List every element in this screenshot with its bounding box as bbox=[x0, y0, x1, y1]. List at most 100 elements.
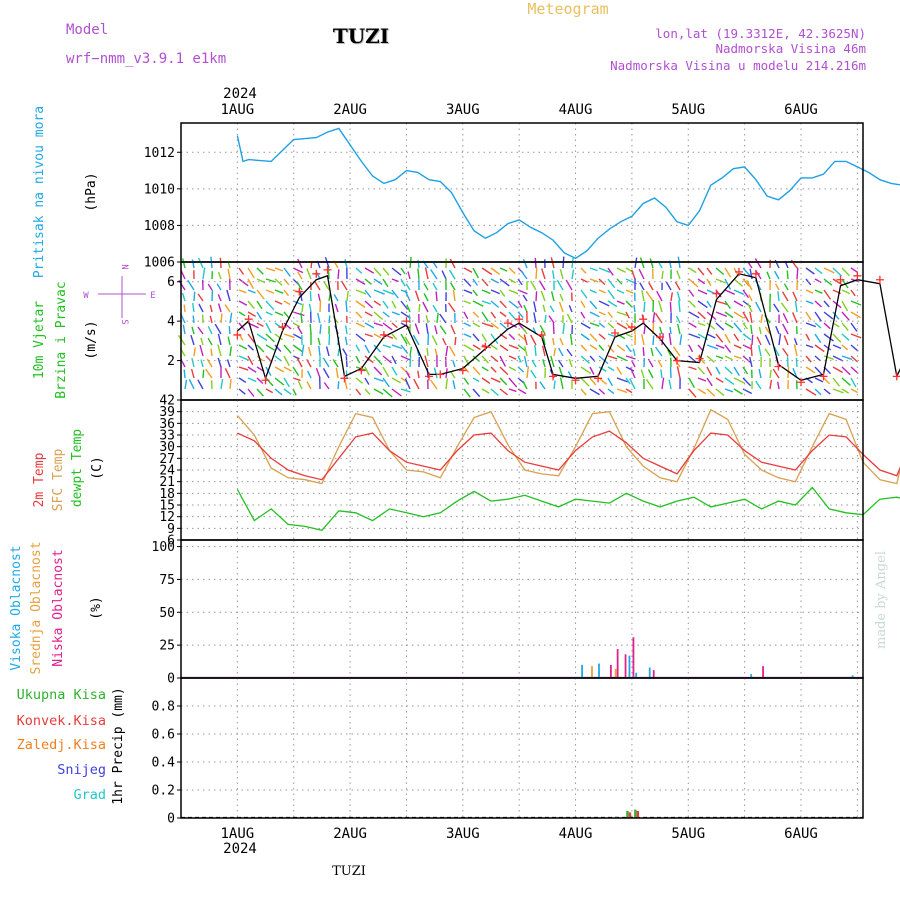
wind-arrow bbox=[805, 388, 817, 396]
wind-arrow bbox=[508, 344, 519, 350]
wind-arrow bbox=[265, 278, 276, 283]
wind-arrow bbox=[706, 377, 713, 387]
wind-arrow bbox=[355, 322, 365, 328]
wind-arrow bbox=[481, 366, 489, 372]
wind-arrow bbox=[517, 278, 523, 286]
wind-arrow bbox=[306, 268, 312, 280]
cloud-ylabel-2: Srednja Oblacnost bbox=[29, 541, 44, 674]
wind-arrow bbox=[439, 325, 447, 335]
wind-arrow bbox=[508, 289, 519, 295]
wind-arrow bbox=[382, 377, 390, 388]
gust-marker bbox=[425, 372, 433, 381]
wind-arrow bbox=[542, 304, 546, 313]
ytick-label: 0.4 bbox=[152, 756, 176, 771]
wind-arrow bbox=[472, 289, 478, 297]
wind-arrow bbox=[688, 322, 697, 329]
ytick-label: 0.2 bbox=[152, 784, 175, 799]
wind-arrow bbox=[256, 311, 263, 320]
wind-arrow bbox=[247, 355, 254, 366]
wind-arrow bbox=[192, 302, 195, 313]
wind-arrow bbox=[382, 344, 392, 349]
wind-arrow bbox=[490, 344, 498, 350]
wind-arrow bbox=[598, 289, 606, 294]
station-title: TUZI bbox=[333, 24, 389, 48]
wind-arrow bbox=[296, 357, 303, 368]
wind-arrow bbox=[412, 334, 420, 346]
wind-arrow bbox=[452, 380, 456, 390]
wind-arrow bbox=[667, 349, 672, 357]
wind-arrow bbox=[433, 367, 438, 379]
wind-arrow bbox=[745, 279, 753, 291]
top-date-axis: 1AUG 2AUG 3AUG 4AUG 5AUG 6AUG bbox=[221, 102, 818, 118]
wind-arrow bbox=[529, 280, 537, 291]
wind-arrow bbox=[522, 294, 528, 302]
wind-arrow bbox=[481, 300, 491, 305]
wind-arrow bbox=[733, 289, 745, 296]
wind-arrow bbox=[633, 304, 636, 313]
bottom-date-label: 1AUG bbox=[221, 826, 255, 842]
wind-arrow bbox=[823, 355, 834, 360]
wind-arrow bbox=[749, 311, 753, 324]
gust-marker bbox=[797, 378, 805, 387]
wind-arrow bbox=[715, 355, 724, 359]
wind-arrow bbox=[344, 259, 348, 269]
wind-arrow bbox=[756, 336, 762, 346]
wind-arrow bbox=[850, 311, 861, 319]
wind-arrow bbox=[481, 267, 493, 276]
wind-arrow bbox=[307, 370, 312, 379]
wind-arrow bbox=[805, 344, 814, 349]
wind-arrow bbox=[197, 326, 204, 335]
wind-arrow bbox=[632, 348, 636, 357]
wind-arrow bbox=[841, 388, 849, 394]
wind-arrow bbox=[660, 369, 663, 379]
wind-arrow bbox=[508, 278, 517, 284]
wind-arrow bbox=[197, 379, 204, 390]
wind-arrow bbox=[188, 379, 195, 390]
pressure-frame bbox=[180, 122, 864, 263]
wind-arrow bbox=[238, 267, 245, 275]
wind-arrow bbox=[472, 311, 480, 318]
wind-arrow bbox=[625, 388, 633, 394]
wind-arrow bbox=[688, 344, 694, 353]
wind-arrow bbox=[319, 300, 322, 313]
wind-arrow bbox=[400, 388, 411, 393]
wind-arrow bbox=[364, 322, 375, 329]
wind-arrow bbox=[314, 281, 321, 291]
wind-arrow bbox=[184, 379, 188, 390]
wind-arrow bbox=[499, 289, 506, 297]
wind-arrow bbox=[382, 289, 395, 295]
wind-arrow bbox=[414, 290, 420, 302]
precip-bar bbox=[628, 812, 632, 818]
ytick-label: 12 bbox=[159, 510, 175, 525]
wind-arrow bbox=[417, 370, 420, 379]
wind-arrow bbox=[674, 281, 681, 291]
wind-arrow bbox=[652, 335, 655, 346]
wind-arrow bbox=[452, 360, 456, 368]
cloud-bar bbox=[652, 670, 655, 678]
wind-arrow bbox=[598, 388, 606, 395]
wind-arrow bbox=[198, 257, 204, 269]
wind-speed-line bbox=[236, 273, 900, 382]
wind-arrow bbox=[481, 322, 494, 328]
wind-ylabel-2: Brzina i Pravac bbox=[54, 281, 69, 398]
wind-arrow bbox=[688, 267, 697, 274]
wind-arrow bbox=[432, 282, 438, 291]
wind-arrow bbox=[217, 333, 222, 346]
wind-arrow bbox=[697, 300, 708, 309]
wind-arrow bbox=[661, 377, 665, 390]
wind-arrow bbox=[534, 345, 537, 357]
wind-arrow bbox=[750, 344, 753, 357]
wind-arrow bbox=[783, 283, 789, 291]
wind-arrow bbox=[850, 300, 862, 306]
wind-arrow bbox=[607, 267, 614, 276]
wind-arrow bbox=[616, 267, 626, 273]
wind-arrow bbox=[238, 300, 248, 306]
wind-arrow bbox=[607, 311, 613, 319]
wind-arrow bbox=[805, 300, 814, 305]
wind-arrow bbox=[508, 311, 517, 321]
ytick-label: 6 bbox=[167, 534, 175, 549]
wind-arrow bbox=[345, 300, 348, 313]
wind-arrow bbox=[463, 366, 470, 373]
wind-arrow bbox=[548, 315, 555, 324]
